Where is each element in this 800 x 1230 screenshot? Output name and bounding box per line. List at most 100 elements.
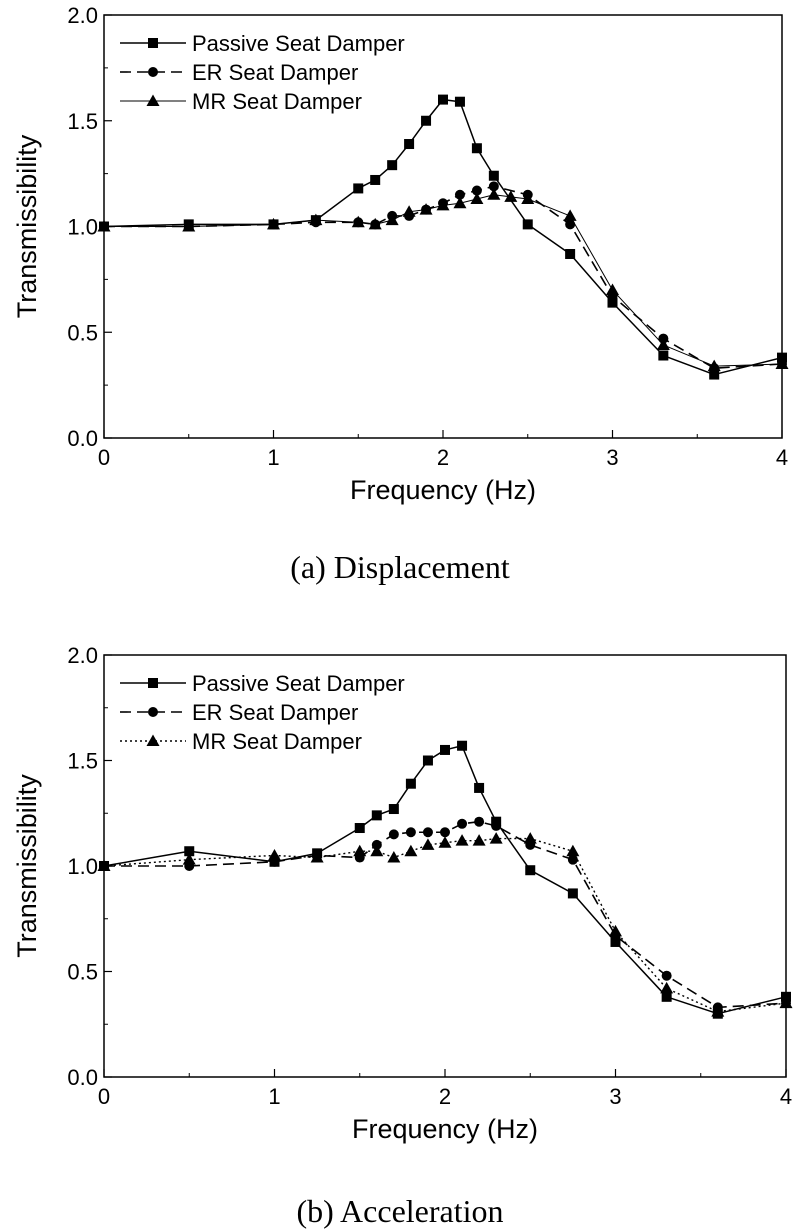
data-point [707, 359, 721, 372]
data-point [567, 888, 578, 899]
data-point [387, 160, 398, 171]
data-point [353, 183, 364, 194]
legend-label: Passive Seat Damper [192, 31, 405, 56]
data-point [474, 816, 485, 827]
x-tick-label: 4 [776, 445, 788, 470]
legend-marker [148, 678, 158, 688]
data-point [709, 369, 720, 380]
data-point [470, 192, 484, 205]
data-point [711, 1005, 725, 1017]
y-tick-label: 2.0 [67, 643, 98, 668]
data-point [525, 865, 536, 876]
data-point [405, 778, 416, 789]
data-point [487, 188, 501, 200]
data-point [656, 338, 670, 350]
y-tick-label: 2.0 [67, 3, 98, 28]
data-point [353, 844, 367, 857]
y-tick-label: 0.5 [67, 320, 98, 345]
data-point [419, 203, 433, 215]
data-point [402, 205, 416, 217]
plot-area: 0 1 2 3 4 0.0 0.5 1.0 1.5 2.0 Frequency (Hz) Transm… [12, 643, 793, 1144]
data-point [489, 832, 503, 844]
data-point [455, 834, 469, 846]
x-tick-label: 2 [437, 445, 449, 470]
data-point [368, 217, 382, 230]
y-axis-title: Transmissibility [12, 134, 42, 318]
plot-area: 0 1 2 3 4 0.0 0.5 1.0 1.5 2.0 Frequency (Hz) Transm… [12, 3, 789, 505]
data-point [388, 829, 399, 840]
data-point [661, 970, 672, 981]
legend-item-er-seat-damper: ER Seat Damper [120, 700, 358, 725]
data-point [405, 827, 416, 838]
x-axis-title: Frequency (Hz) [352, 1114, 538, 1144]
x-tick-label: 1 [267, 445, 279, 470]
plot-frame [103, 654, 787, 1078]
data-point [474, 782, 485, 793]
data-point [566, 844, 580, 857]
x-axis-title: Frequency (Hz) [350, 475, 536, 505]
data-point [606, 283, 619, 295]
legend-label: ER Seat Damper [192, 700, 358, 725]
legend-marker [148, 67, 158, 77]
chart-caption: (b) Acceleration [297, 1193, 504, 1229]
series-passive-seat-damper [99, 94, 787, 380]
x-tick-label: 4 [780, 1084, 792, 1109]
series-line [103, 98, 783, 376]
x-tick-label: 2 [439, 1084, 451, 1109]
data-point [438, 94, 448, 105]
legend-item-passive-seat-damper: Passive Seat Damper [120, 31, 405, 56]
x-tick-label: 3 [606, 445, 618, 470]
data-point [421, 115, 432, 126]
data-point [472, 834, 486, 846]
legend-item-er-seat-damper: ER Seat Damper [120, 60, 358, 85]
data-point [488, 181, 499, 192]
legend: Passive Seat Damper ER Seat Damper MR Seat… [120, 671, 405, 754]
data-point [457, 818, 468, 829]
data-point [440, 744, 450, 755]
data-point [422, 755, 433, 766]
data-point [184, 846, 195, 857]
data-point [521, 192, 535, 205]
data-point [351, 215, 365, 228]
y-tick-label: 1.5 [67, 109, 98, 134]
data-point [404, 844, 418, 857]
data-point [523, 832, 537, 844]
y-tick-label: 0.0 [67, 1065, 98, 1090]
y-axis-title: Transmissibility [12, 774, 42, 958]
data-point [388, 804, 399, 815]
data-point [457, 740, 468, 751]
data-point [370, 844, 384, 857]
data-point [565, 248, 576, 259]
x-tick-label: 0 [98, 445, 110, 470]
data-point [522, 219, 533, 230]
data-point [370, 174, 381, 185]
legend-label: ER Seat Damper [192, 60, 358, 85]
x-tick-label: 1 [268, 1084, 280, 1109]
series-passive-seat-damper [99, 740, 791, 1019]
data-point [268, 848, 281, 861]
x-tick-label: 0 [98, 1084, 110, 1109]
y-tick-label: 0.0 [67, 426, 98, 451]
legend-marker [146, 734, 160, 746]
legend-item-passive-seat-damper: Passive Seat Damper [120, 671, 405, 696]
legend-item-mr-seat-damper: MR Seat Damper [120, 89, 362, 114]
data-point [182, 220, 196, 232]
legend-marker [146, 94, 160, 106]
data-point [309, 213, 323, 226]
data-point [422, 827, 433, 838]
legend-label: MR Seat Damper [192, 89, 362, 114]
data-point [504, 190, 518, 202]
data-point [660, 981, 674, 994]
legend-label: MR Seat Damper [192, 729, 362, 754]
data-point [658, 350, 669, 361]
y-tick-label: 1.5 [67, 749, 98, 774]
data-point [436, 198, 450, 211]
data-point [438, 836, 452, 848]
legend-label: Passive Seat Damper [192, 671, 405, 696]
data-point [371, 810, 382, 821]
series-line [104, 194, 783, 367]
data-point [454, 189, 465, 200]
legend-marker [148, 38, 158, 48]
data-point [661, 991, 672, 1002]
